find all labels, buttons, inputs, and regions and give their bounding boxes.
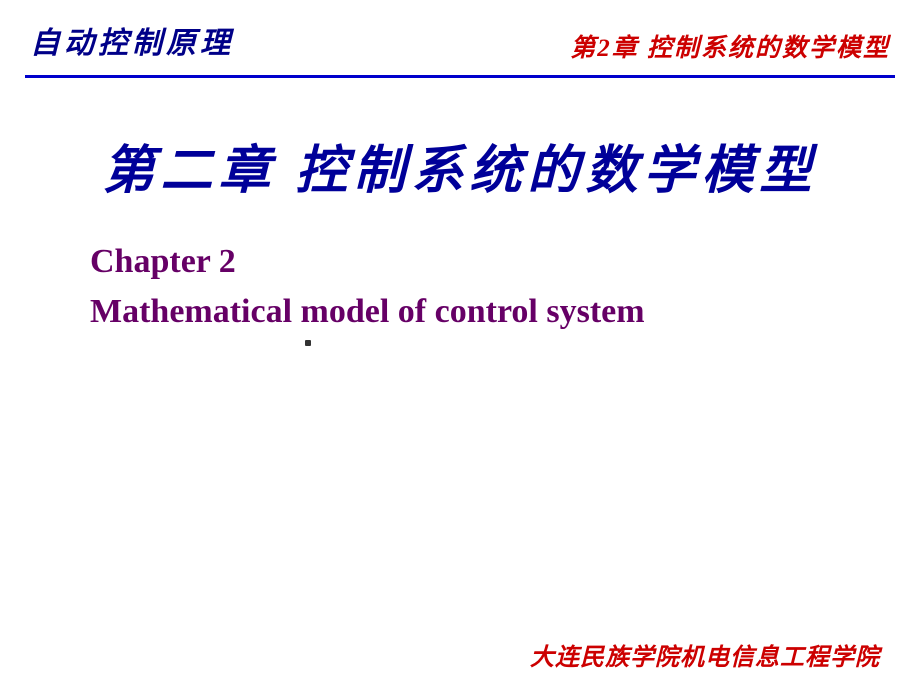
institution-footer: 大连民族学院机电信息工程学院 bbox=[530, 637, 880, 672]
chapter-label: 第2章 控制系统的数学模型 bbox=[570, 28, 890, 64]
bullet-dot-icon bbox=[305, 340, 311, 346]
slide-header: 自动控制原理 第2章 控制系统的数学模型 bbox=[0, 0, 920, 72]
main-title: 第二章 控制系统的数学模型 bbox=[0, 128, 920, 203]
subtitle-line-1: Chapter 2 bbox=[90, 243, 920, 281]
subtitle-block: Chapter 2 Mathematical model of control … bbox=[0, 243, 920, 331]
subtitle-line-2: Mathematical model of control system bbox=[90, 293, 920, 331]
header-divider bbox=[25, 75, 895, 78]
